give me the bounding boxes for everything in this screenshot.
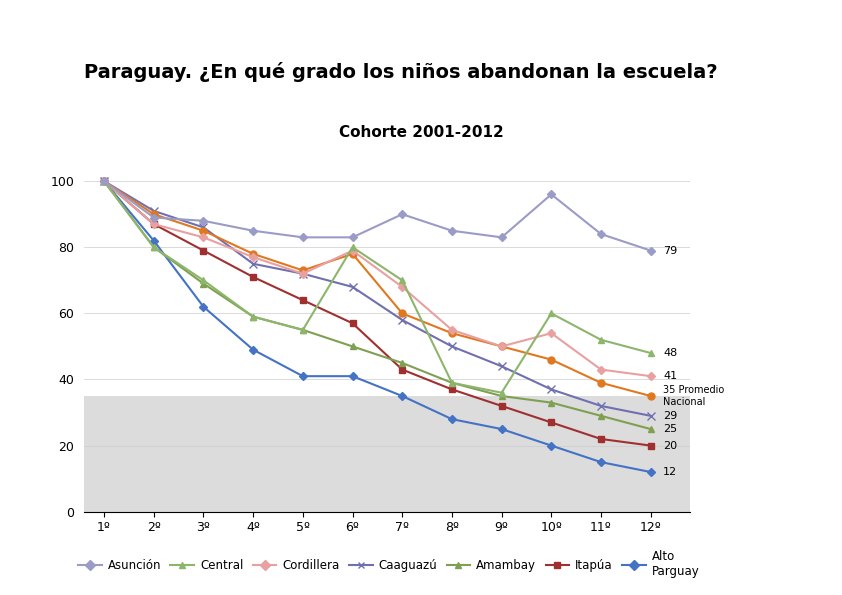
Text: 29: 29 [663, 411, 677, 421]
Text: 20: 20 [663, 440, 677, 450]
Text: 79: 79 [663, 246, 677, 256]
Legend: Asunción, Central, Cordillera, Caaguazú, Amambay, Itapúa, Alto
Parguay: Asunción, Central, Cordillera, Caaguazú,… [73, 546, 704, 583]
Text: 12: 12 [663, 467, 677, 477]
Text: 41: 41 [663, 371, 677, 381]
Text: 25: 25 [663, 424, 677, 434]
Text: 48: 48 [663, 348, 677, 358]
Bar [84, 396, 690, 512]
Text: Paraguay. ¿En qué grado los niños abandonan la escuela?: Paraguay. ¿En qué grado los niños abando… [84, 62, 718, 83]
Text: 35 Promedio
Nacional: 35 Promedio Nacional [663, 385, 724, 407]
Text: Cohorte 2001-2012: Cohorte 2001-2012 [338, 125, 504, 140]
